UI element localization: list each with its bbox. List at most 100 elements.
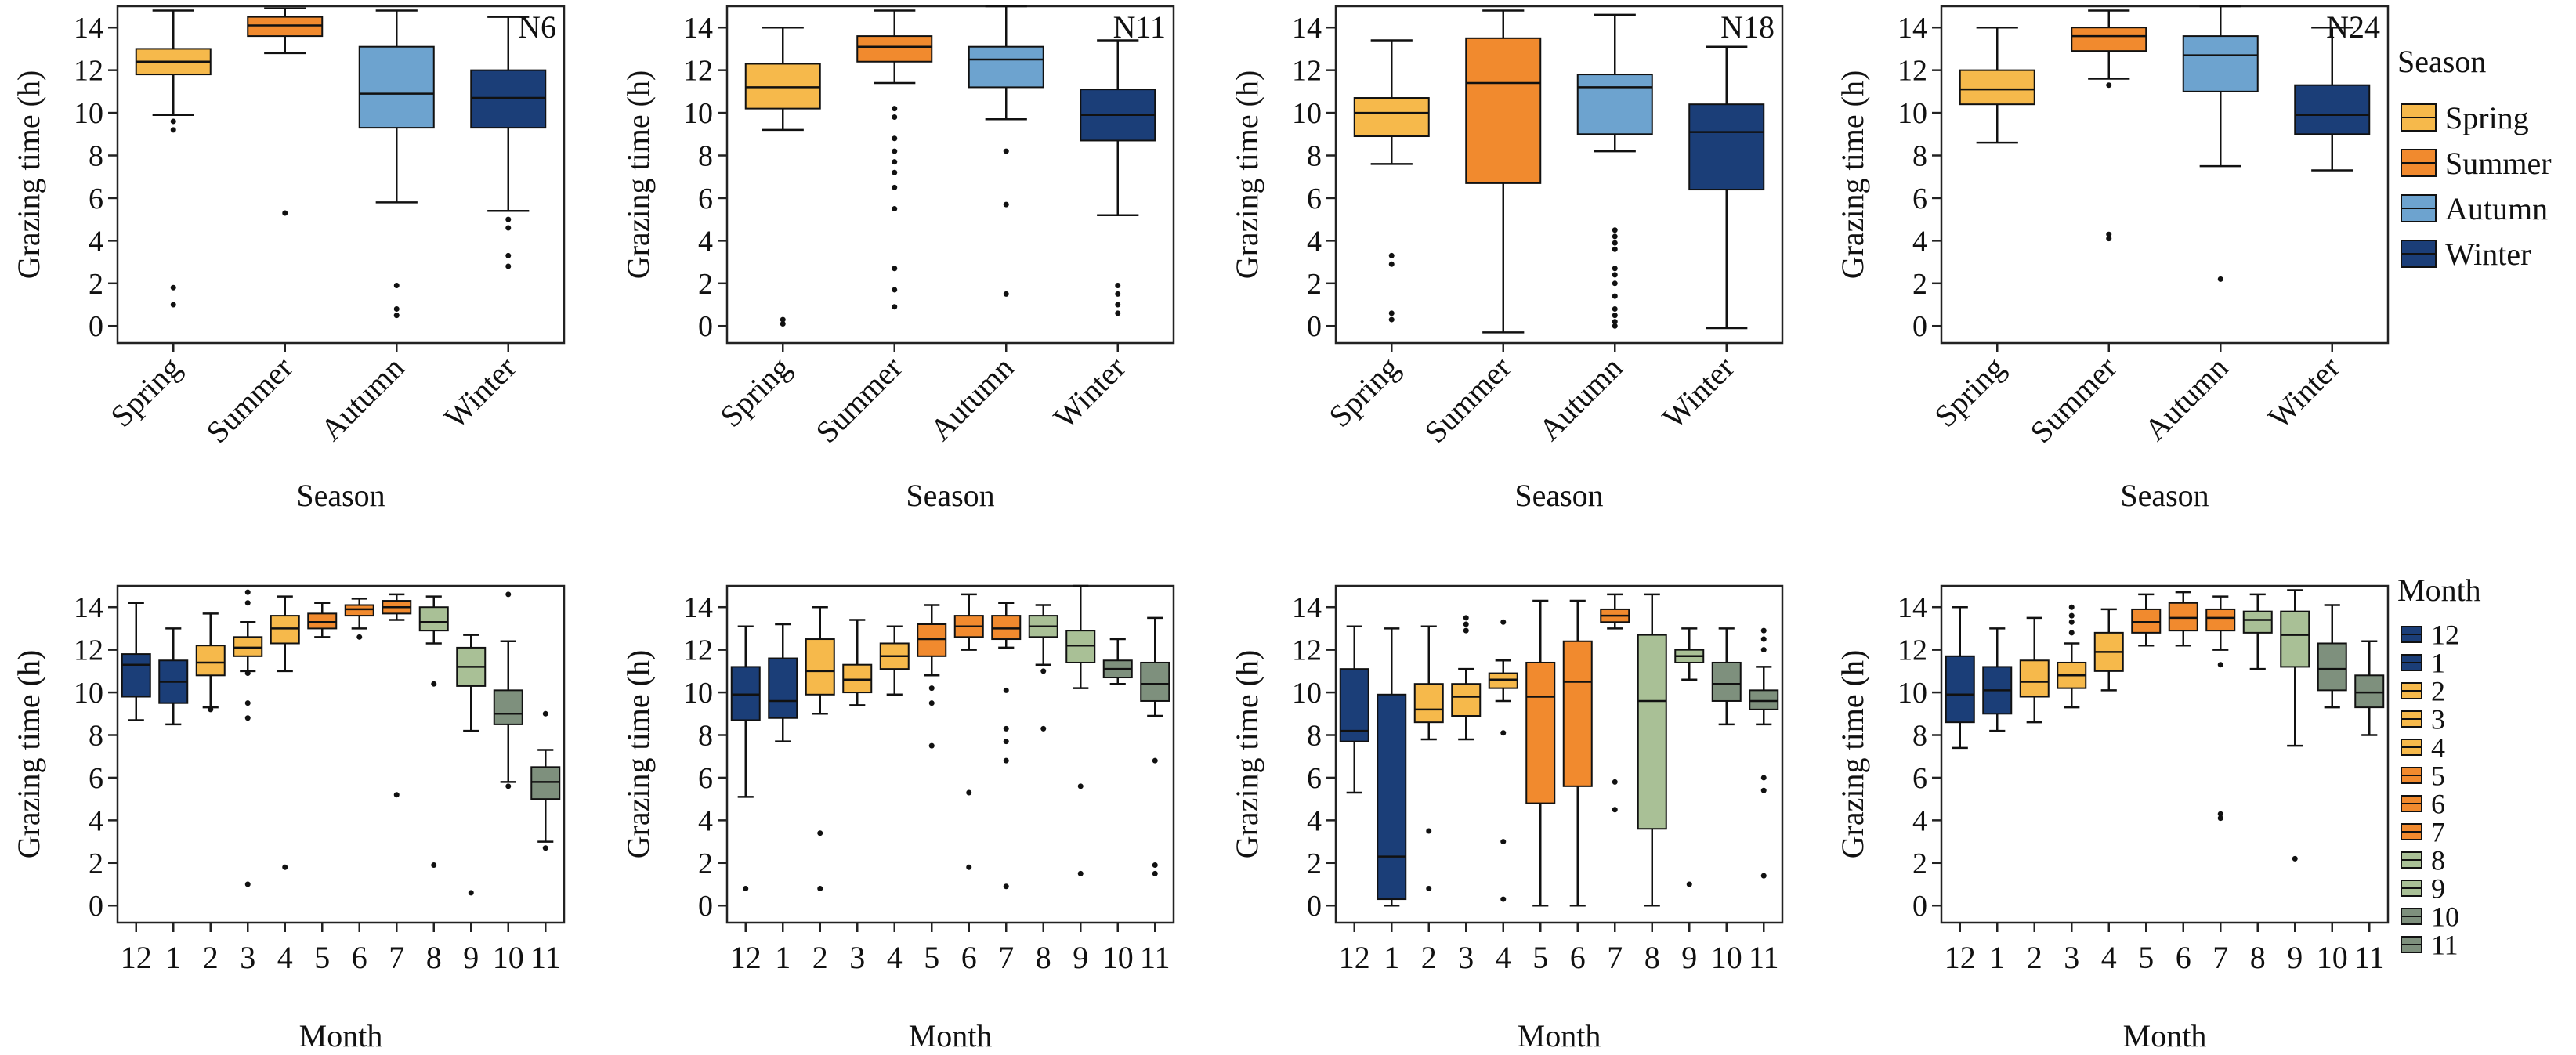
- outlier-point: [1612, 313, 1618, 319]
- box-iqr: [856, 35, 933, 63]
- y-tick-label: 0: [698, 890, 713, 923]
- box-6: [1562, 599, 1593, 907]
- x-tick-label: 5: [314, 940, 330, 975]
- box-iqr: [1711, 661, 1742, 702]
- outlier-point: [1500, 619, 1507, 625]
- box-7: [2205, 595, 2236, 822]
- y-tick-label: 6: [1912, 762, 1927, 795]
- y-tick-label: 14: [74, 12, 103, 45]
- outlier-point: [743, 885, 749, 891]
- y-tick-label: 0: [89, 310, 103, 343]
- legend-season-label: Autumn: [2445, 191, 2548, 226]
- legend-month-label: 4: [2431, 732, 2445, 764]
- outlier-point: [892, 135, 898, 142]
- x-tick-label: 8: [426, 940, 442, 975]
- y-tick-label: 12: [74, 634, 103, 667]
- box-3: [2057, 604, 2087, 709]
- outlier-point: [1686, 881, 1692, 887]
- x-tick-label: Summer: [1417, 350, 1518, 450]
- y-tick-label: 14: [683, 12, 713, 45]
- y-tick-label: 14: [1898, 591, 1927, 624]
- panel-n18-season: 0 2 4 6 8 10 12 14 Grazing time (h) Spring Summer A…: [1229, 5, 1784, 513]
- x-tick-label: 3: [849, 940, 865, 975]
- box-9: [2280, 589, 2310, 862]
- box-iqr: [1576, 74, 1653, 135]
- legend-month-item: 3: [2401, 704, 2445, 735]
- outlier-point: [2292, 855, 2298, 862]
- box-5: [917, 604, 947, 749]
- x-tick-label: 5: [2138, 940, 2154, 975]
- outlier-point: [928, 700, 935, 706]
- box-2: [1413, 625, 1444, 891]
- x-tick-label: 9: [2287, 940, 2303, 975]
- box-iqr: [1065, 630, 1096, 663]
- x-tick-label: Spring: [713, 350, 797, 434]
- outlier-point: [2068, 619, 2075, 625]
- outlier-point: [892, 148, 898, 154]
- outlier-point: [356, 634, 363, 640]
- x-axis-label: Season: [1514, 478, 1603, 513]
- legend-month-label: 7: [2431, 817, 2445, 848]
- legend-season-item: Autumn: [2401, 191, 2548, 226]
- legend-month-item: 7: [2401, 817, 2445, 848]
- legend-month-label: 5: [2431, 761, 2445, 792]
- box-iqr: [344, 604, 374, 617]
- box-iqr: [1488, 672, 1518, 689]
- x-tick-label: 12: [730, 940, 762, 975]
- box-iqr: [1959, 69, 2035, 106]
- y-tick-label: 6: [1307, 762, 1322, 795]
- panel-n11-season: 0 2 4 6 8 10 12 14 Grazing time (h) Spring Summer A…: [620, 5, 1175, 513]
- y-tick-label: 12: [1292, 55, 1322, 88]
- outlier-point: [1463, 627, 1469, 634]
- x-tick-label: Summer: [2023, 350, 2123, 450]
- box-iqr: [2354, 674, 2385, 709]
- box-iqr: [1637, 634, 1667, 830]
- x-tick-label: Autumn: [923, 350, 1021, 448]
- x-tick-label: 11: [1140, 940, 1170, 975]
- outlier-point: [1003, 757, 1009, 764]
- y-tick-label: 2: [1912, 847, 1927, 880]
- box-2: [195, 612, 226, 713]
- box-spring: [1959, 26, 2035, 144]
- y-tick-label: 8: [89, 140, 103, 173]
- outlier-point: [780, 321, 786, 327]
- box-iqr: [2242, 610, 2273, 634]
- outlier-point: [1388, 261, 1395, 267]
- y-tick-label: 10: [683, 677, 713, 710]
- y-tick-label: 6: [698, 182, 713, 215]
- box-3: [233, 589, 263, 887]
- outlier-point: [1003, 201, 1009, 208]
- outlier-point: [170, 284, 176, 291]
- box-12: [121, 602, 151, 721]
- y-axis-label: Grazing time (h): [620, 650, 656, 859]
- outlier-point: [542, 710, 548, 717]
- y-tick-label: 12: [74, 55, 103, 88]
- y-tick-label: 6: [698, 762, 713, 795]
- x-axis-label: Season: [296, 478, 385, 513]
- y-tick-label: 10: [1292, 97, 1322, 130]
- box-iqr: [358, 45, 435, 129]
- outlier-point: [244, 700, 251, 706]
- y-tick-label: 0: [1912, 890, 1927, 923]
- outlier-point: [505, 216, 512, 222]
- box-iqr: [2280, 610, 2310, 668]
- outlier-point: [1612, 293, 1618, 299]
- y-tick-label: 4: [1912, 804, 1927, 837]
- x-tick-label: 1: [1384, 940, 1399, 975]
- outlier-point: [892, 206, 898, 212]
- x-tick-label: 2: [1421, 940, 1437, 975]
- outlier-point: [2068, 612, 2075, 619]
- legend-month-item: 1: [2401, 648, 2445, 679]
- box-iqr: [744, 63, 821, 110]
- outlier-point: [170, 118, 176, 125]
- x-tick-label: 11: [2354, 940, 2385, 975]
- box-winter: [470, 16, 547, 269]
- outlier-point: [393, 283, 400, 289]
- x-tick-label: 11: [1749, 940, 1779, 975]
- legend-month-label: 12: [2431, 620, 2459, 651]
- x-tick-label: 12: [1339, 940, 1370, 975]
- outlier-point: [1760, 787, 1767, 793]
- x-axis-label: Month: [1518, 1018, 1601, 1053]
- legend-month-item: 10: [2401, 901, 2459, 933]
- outlier-point: [1115, 310, 1121, 316]
